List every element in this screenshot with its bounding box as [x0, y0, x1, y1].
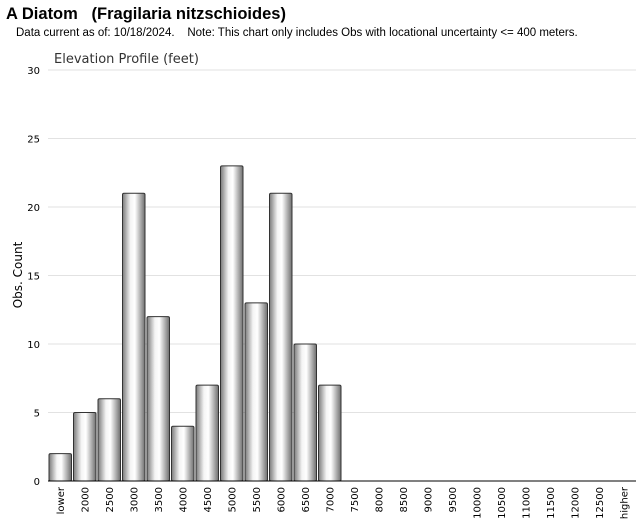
x-tick-label: 6000	[276, 487, 287, 512]
x-tick-label: 9000	[423, 487, 434, 512]
bar-5500	[244, 302, 268, 482]
bar-3500	[146, 316, 170, 482]
data-note: Data current as of: 10/18/2024. Note: Th…	[16, 27, 578, 39]
x-tick-label: 10000	[472, 487, 483, 519]
bar-2500	[97, 398, 121, 482]
bar-3000	[122, 192, 146, 482]
y-tick-label: 30	[27, 66, 40, 77]
x-tick-label: 6500	[301, 487, 312, 512]
y-tick-label: 10	[27, 340, 40, 351]
x-tick-label: 12500	[595, 487, 606, 519]
page-title: A Diatom (Fragilaria nitzschioides)	[6, 5, 286, 23]
bars	[48, 165, 342, 482]
chart-title: Elevation Profile (feet)	[54, 52, 199, 67]
x-tick-label: 12000	[570, 487, 581, 519]
x-tick-label: 7000	[325, 487, 336, 512]
x-tick-label: 7500	[350, 487, 361, 512]
x-tick-label: 4000	[178, 487, 189, 512]
x-tick-label: 2500	[105, 487, 116, 512]
x-tick-label: 8500	[399, 487, 410, 512]
x-tick-label: lower	[56, 486, 67, 514]
x-tick-label: higher	[619, 486, 630, 519]
x-tick-label: 3500	[154, 487, 165, 512]
y-tick-label: 15	[27, 272, 40, 283]
y-tick-labels: 0 5 10 15 20 25 30	[27, 66, 40, 488]
y-tick-label: 5	[34, 409, 40, 420]
grid-lines	[48, 69, 636, 413]
x-tick-labels: lower 2000 2500 3000 3500 4000 4500 5000 5500 600…	[56, 486, 631, 519]
x-tick-label: 3000	[129, 487, 140, 512]
x-tick-label: 8000	[374, 487, 385, 512]
x-tick-label: 5000	[227, 487, 238, 512]
bar-5000	[220, 165, 244, 482]
bar-4000	[171, 425, 195, 482]
bar-lower	[48, 453, 72, 482]
bar-7000	[318, 384, 342, 482]
y-tick-label: 20	[27, 203, 40, 214]
bar-6000	[269, 192, 293, 482]
bar-4500	[195, 384, 219, 482]
x-tick-label: 11500	[546, 487, 557, 519]
x-tick-label: 4500	[203, 487, 214, 512]
y-tick-label: 25	[27, 135, 40, 146]
x-tick-label: 11000	[521, 487, 532, 519]
x-tick-label: 10500	[497, 487, 508, 519]
bar-6500	[293, 343, 317, 482]
x-tick-label: 9500	[448, 487, 459, 512]
x-tick-label: 5500	[252, 487, 263, 512]
y-tick-label: 0	[34, 477, 40, 488]
bar-2000	[73, 412, 97, 482]
x-tick-label: 2000	[80, 487, 91, 512]
y-axis-label: Obs. Count	[11, 241, 25, 308]
